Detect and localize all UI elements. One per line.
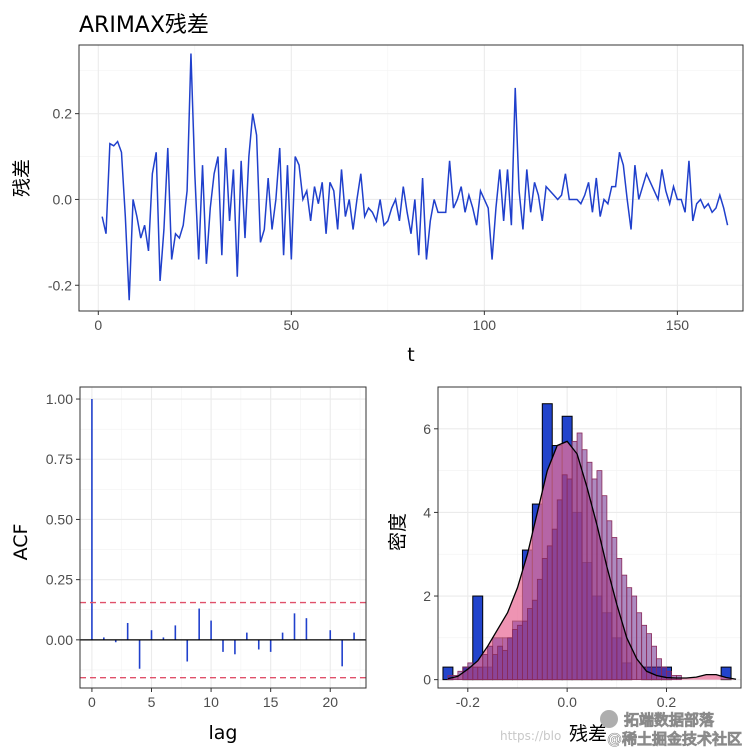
hist-bar-narrow: [571, 440, 578, 681]
acf-panel: 0 5 10 15 20 0.00 0.25 0.50 0.75 1.00 lag ACF: [10, 386, 367, 744]
hist-bar-narrow: [527, 608, 533, 681]
hist-bar-narrow: [492, 654, 499, 681]
hist-bar-narrow: [596, 470, 603, 681]
y-tick-label: -0.2: [48, 277, 72, 293]
watermark-url: https://blo: [500, 729, 561, 743]
x-tick-label: 0.0: [557, 694, 577, 710]
hist-bar-narrow: [536, 578, 543, 681]
x-ticks: -0.2 0.0 0.2: [456, 688, 677, 710]
hist-bar-narrow: [541, 558, 548, 681]
y-tick-label: 0.75: [46, 451, 73, 467]
y-tick-label: 0.50: [46, 511, 73, 527]
hist-bar-narrow: [566, 478, 573, 681]
x-tick-label: -0.2: [456, 694, 480, 710]
x-axis-label: lag: [209, 722, 238, 744]
density-curve: [447, 440, 737, 680]
hist-bar-narrow: [482, 654, 489, 681]
x-axis-label: t: [407, 344, 414, 366]
y-ticks: 0.00 0.25 0.50 0.75 1.00: [46, 391, 80, 648]
y-tick-label: 0.00: [46, 632, 73, 648]
y-ticks: -0.2 0.0 0.2: [48, 106, 79, 293]
histogram-bars-narrow: [447, 432, 682, 681]
confidence-band: [80, 601, 366, 679]
chart-title: ARIMAX残差: [79, 13, 209, 38]
hist-bar-narrow: [477, 666, 484, 681]
x-ticks: 0 5 10 15 20: [88, 688, 338, 710]
x-tick-label: 100: [473, 317, 497, 333]
hist-bar-narrow: [611, 537, 618, 681]
wechat-icon: [600, 710, 618, 728]
hist-bar-narrow: [601, 495, 608, 681]
hist-bar-narrow: [472, 666, 479, 681]
x-tick-label: 0: [88, 694, 96, 710]
hist-bar-narrow: [641, 624, 648, 681]
y-tick-label: 0.0: [53, 191, 73, 207]
y-tick-label: 0.25: [46, 572, 73, 588]
hist-bar-narrow: [631, 595, 638, 681]
y-tick-label: 0: [423, 672, 431, 688]
residual-series-line: [101, 53, 729, 301]
y-tick-label: 6: [423, 421, 431, 437]
x-axis-label: 残差: [569, 723, 607, 745]
hist-bar-narrow: [517, 624, 523, 681]
y-ticks: 0 2 4 6: [423, 421, 438, 688]
histogram-panel: -0.2 0.0 0.2 0 2 4 6 残差 密度: [387, 386, 742, 745]
plot-border: [437, 386, 742, 689]
hist-bar-narrow: [626, 587, 633, 681]
x-ticks: 0 50 100 150: [94, 311, 689, 333]
plot-border: [79, 386, 367, 689]
watermark-brand: 拓端数据部落: [624, 711, 715, 729]
y-axis-label: 残差: [11, 159, 33, 197]
hist-bar-narrow: [556, 499, 563, 681]
watermark: 拓端数据部落 https://blo @稀土掘金技术社区: [500, 710, 742, 748]
x-tick-label: 0: [94, 317, 102, 333]
residual-panel: ARIMAX残差 0 50 100 150 -0.2 0.0 0.2 t 残差: [11, 13, 744, 366]
hist-bar-narrow: [522, 620, 528, 681]
x-tick-label: 0.2: [657, 694, 677, 710]
y-tick-label: 1.00: [46, 391, 73, 407]
y-axis-label: 密度: [387, 513, 409, 551]
y-tick-label: 0.2: [53, 106, 73, 122]
hist-bar-narrow: [606, 520, 613, 681]
hist-bar-narrow: [531, 599, 538, 681]
hist-bar-narrow: [487, 645, 494, 681]
hist-bar-narrow: [497, 645, 503, 681]
y-tick-label: 2: [423, 588, 431, 604]
x-tick-label: 20: [322, 694, 338, 710]
watermark-site: @稀土掘金技术社区: [607, 730, 742, 748]
plot-border: [78, 44, 744, 312]
hist-bar-narrow: [512, 629, 518, 681]
hist-bar-narrow: [502, 649, 508, 681]
x-tick-label: 10: [203, 694, 219, 710]
x-tick-label: 5: [148, 694, 156, 710]
hist-bar-narrow: [666, 670, 672, 681]
x-tick-label: 50: [284, 317, 300, 333]
acf-bars: [80, 399, 366, 669]
hist-bar-narrow: [551, 528, 558, 681]
x-tick-label: 150: [666, 317, 690, 333]
hist-bar-narrow: [546, 545, 553, 681]
hist-bar-narrow: [636, 612, 643, 681]
y-tick-label: 4: [423, 504, 431, 520]
plot-area: [79, 45, 743, 311]
hist-bar-narrow: [507, 637, 513, 681]
hist-bar-narrow: [561, 474, 568, 681]
y-axis-label: ACF: [10, 524, 32, 561]
x-tick-label: 15: [263, 694, 279, 710]
